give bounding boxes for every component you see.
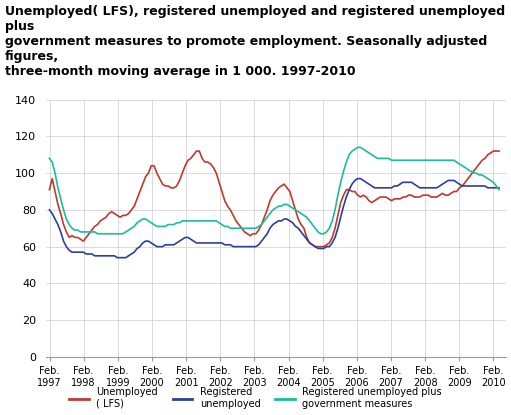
Text: Unemployed( LFS), registered unemployed and registered unemployed plus
governmen: Unemployed( LFS), registered unemployed …: [5, 5, 505, 78]
Legend: Unemployed
( LFS), Registered
unemployed, Registered unemployed plus
government : Unemployed ( LFS), Registered unemployed…: [65, 383, 446, 413]
